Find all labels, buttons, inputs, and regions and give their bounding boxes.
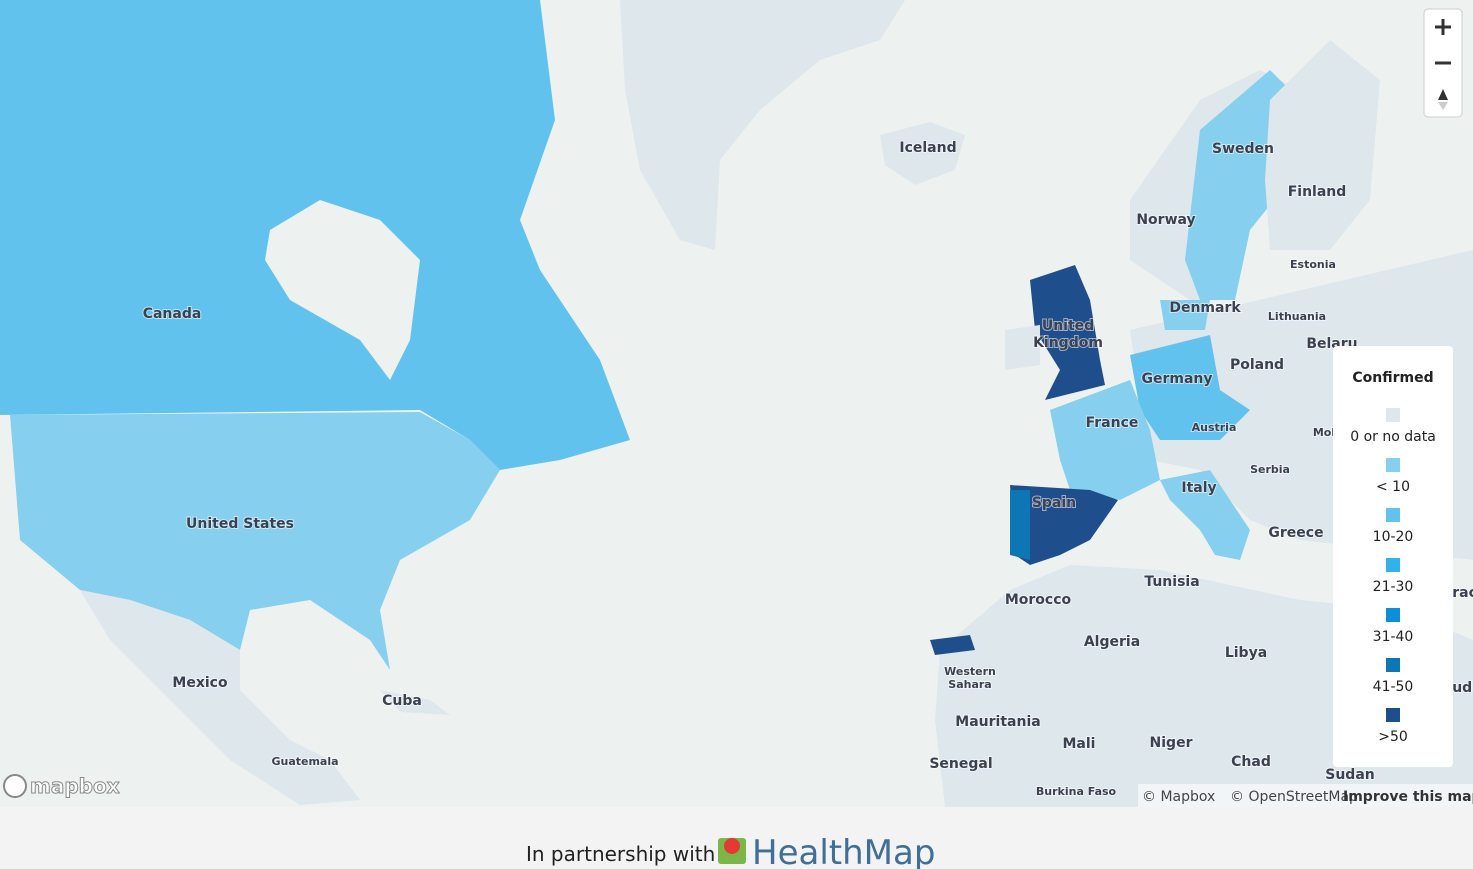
- cuba: [380, 690, 450, 715]
- mapbox-logo: mapbox: [30, 774, 120, 798]
- attribution-osm: © OpenStreetMap: [1230, 789, 1358, 805]
- label: Norway: [1136, 212, 1195, 228]
- label: Greece: [1268, 525, 1323, 541]
- label: Denmark: [1169, 300, 1241, 316]
- legend-label: 21-30: [1373, 579, 1414, 595]
- label: Sahara: [948, 678, 991, 691]
- label: Iceland: [899, 140, 956, 156]
- label: Sudan: [1325, 767, 1375, 783]
- label: Algeria: [1084, 634, 1140, 650]
- country-labels: Canada United States Mexico Cuba Guatema…: [142, 139, 1473, 799]
- legend-items: 0 or no data < 10 10-20 21-30 31-40 41-50 >50: [1350, 408, 1436, 745]
- label: Kingdom: [1033, 335, 1103, 351]
- attribution-mapbox: © Mapbox: [1142, 789, 1215, 805]
- label: Libya: [1225, 645, 1267, 661]
- reset-north-button[interactable]: [1424, 81, 1462, 117]
- label: Finland: [1288, 184, 1347, 200]
- legend-swatch: [1386, 508, 1400, 522]
- zoom-in-button[interactable]: [1424, 9, 1462, 45]
- healthmap-brand: HealthMap: [752, 833, 935, 869]
- france: [1050, 380, 1160, 500]
- legend-swatch: [1386, 558, 1400, 572]
- label: Tunisia: [1144, 574, 1199, 590]
- compass-north: [1438, 89, 1448, 100]
- improve-map-link[interactable]: Improve this map: [1343, 789, 1473, 805]
- legend-label: 0 or no data: [1350, 429, 1436, 445]
- label: Germany: [1141, 371, 1212, 387]
- finland: [1265, 40, 1380, 250]
- legend: Confirmed 0 or no data < 10 10-20 21-30 31-4…: [1333, 346, 1453, 767]
- plus-icon: [1435, 19, 1451, 35]
- united-states: [10, 412, 500, 670]
- legend-swatch: [1386, 608, 1400, 622]
- iceland: [880, 122, 965, 185]
- label: Burkina Faso: [1036, 785, 1117, 798]
- united-kingdom: [1030, 265, 1105, 400]
- footer-text: In partnership with: [526, 842, 715, 866]
- legend-swatch: [1386, 408, 1400, 422]
- legend-box: [1333, 346, 1453, 767]
- label: France: [1086, 415, 1139, 431]
- portugal: [1010, 490, 1030, 560]
- mapbox-logo-icon: [3, 774, 27, 798]
- legend-label: 31-40: [1373, 629, 1414, 645]
- label: United States: [186, 516, 294, 532]
- italy: [1160, 470, 1250, 560]
- ireland: [1005, 325, 1040, 370]
- canary-islands: [930, 635, 975, 655]
- label: Sweden: [1212, 141, 1274, 157]
- spain: [1010, 485, 1118, 565]
- legend-label: < 10: [1376, 479, 1410, 495]
- label: Mol: [1313, 426, 1335, 439]
- label: Confirmed: [1352, 370, 1433, 386]
- label: Mali: [1063, 736, 1096, 752]
- label: Mauritania: [955, 714, 1040, 730]
- label: Morocco: [1005, 592, 1072, 608]
- label: Guatemala: [271, 755, 338, 768]
- label: Mexico: [172, 675, 228, 691]
- label: Lithuania: [1268, 310, 1326, 323]
- label: Estonia: [1290, 258, 1336, 271]
- attribution-bg: [1138, 784, 1473, 807]
- mexico: [80, 590, 360, 805]
- legend-swatch: [1386, 458, 1400, 472]
- compass-south: [1438, 102, 1448, 110]
- legend-label: 10-20: [1373, 529, 1414, 545]
- label: Italy: [1181, 480, 1216, 496]
- legend-swatch: [1386, 658, 1400, 672]
- label: Serbia: [1250, 463, 1290, 476]
- zoom-out-button[interactable]: [1424, 45, 1462, 81]
- label: Canada: [143, 306, 202, 322]
- label: Cuba: [382, 693, 422, 709]
- label: United: [1042, 318, 1094, 334]
- germany: [1130, 335, 1250, 440]
- zoom-controls: [1423, 8, 1463, 118]
- denmark: [1160, 300, 1210, 330]
- label: Western: [944, 665, 996, 678]
- greenland: [620, 0, 905, 250]
- hudson-bay: [265, 200, 420, 380]
- healthmap-pin: [724, 838, 740, 854]
- label: Chad: [1231, 754, 1271, 770]
- legend-label: >50: [1378, 729, 1408, 745]
- label: Austria: [1192, 421, 1237, 434]
- label: Poland: [1230, 357, 1284, 373]
- label: Spain: [1032, 495, 1076, 511]
- label: Niger: [1150, 735, 1193, 751]
- label: Senegal: [929, 756, 992, 772]
- legend-label: 41-50: [1373, 679, 1414, 695]
- legend-swatch: [1386, 708, 1400, 722]
